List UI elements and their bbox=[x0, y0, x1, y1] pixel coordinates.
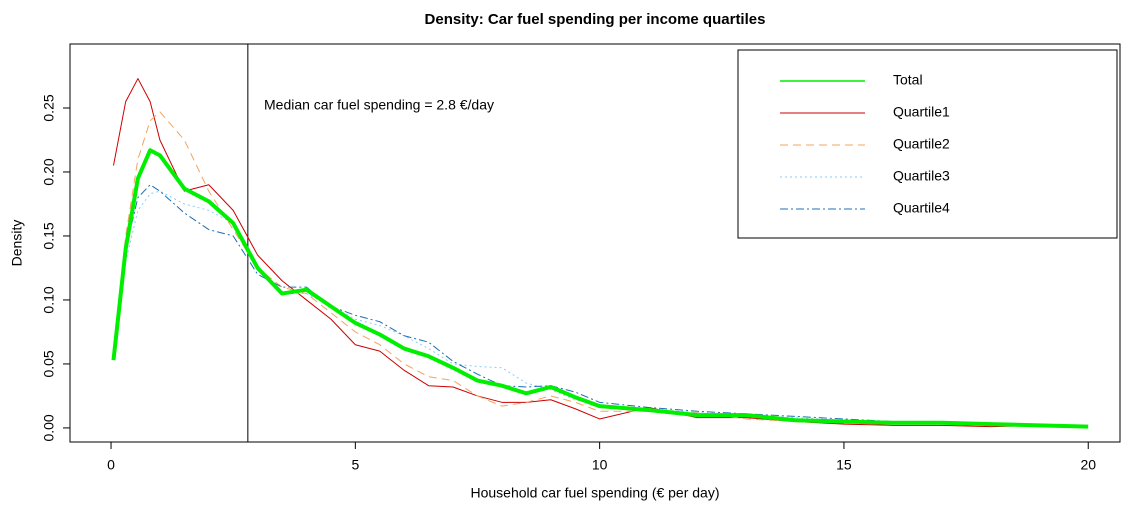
x-tick-label: 10 bbox=[592, 457, 608, 473]
y-axis-label: Density bbox=[9, 220, 25, 267]
x-tick-label: 0 bbox=[107, 457, 115, 473]
legend-label: Quartile2 bbox=[893, 136, 950, 152]
x-axis-label: Household car fuel spending (€ per day) bbox=[470, 485, 719, 501]
y-tick-label: 0.20 bbox=[41, 158, 57, 185]
y-tick-label: 0.10 bbox=[41, 286, 57, 313]
legend-label: Quartile4 bbox=[893, 200, 950, 216]
series-line bbox=[112, 184, 1089, 428]
x-tick-label: 15 bbox=[836, 457, 852, 473]
legend-label: Quartile1 bbox=[893, 104, 950, 120]
y-tick-label: 0.15 bbox=[41, 222, 57, 249]
y-tick-label: 0.00 bbox=[41, 414, 57, 441]
y-tick-label: 0.25 bbox=[41, 94, 57, 121]
x-tick-label: 5 bbox=[351, 457, 359, 473]
median-annotation: Median car fuel spending = 2.8 €/day bbox=[264, 97, 494, 113]
series-line bbox=[111, 148, 1089, 429]
legend-box bbox=[737, 49, 1118, 239]
chart-title: Density: Car fuel spending per income qu… bbox=[425, 11, 766, 28]
legend-label: Total bbox=[893, 72, 923, 88]
series-line bbox=[112, 190, 1040, 426]
y-tick-label: 0.05 bbox=[41, 350, 57, 377]
x-tick-label: 20 bbox=[1080, 457, 1096, 473]
legend-label: Quartile3 bbox=[893, 168, 950, 184]
